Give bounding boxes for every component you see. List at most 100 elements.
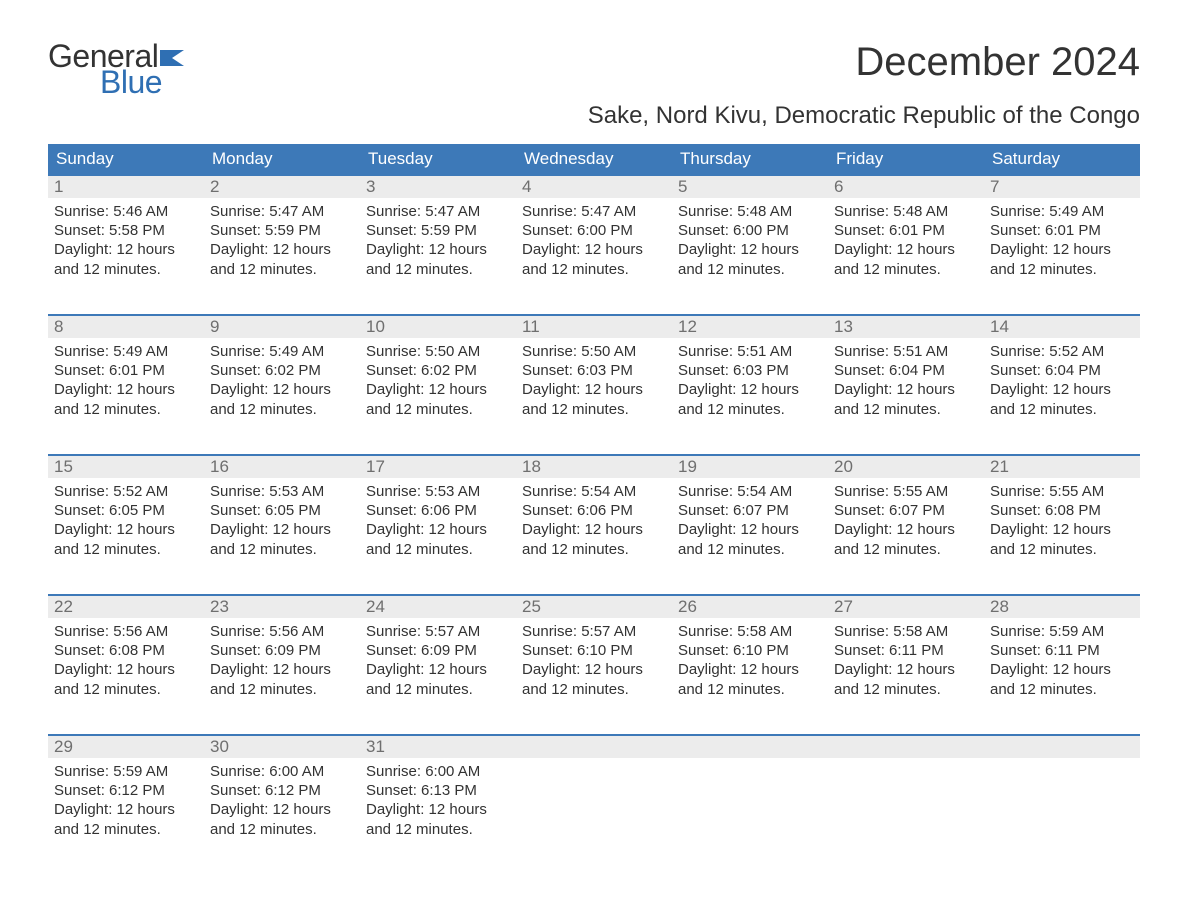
calendar-day: 8Sunrise: 5:49 AMSunset: 6:01 PMDaylight… <box>48 316 204 438</box>
sunrise-line: Sunrise: 5:51 AM <box>834 342 978 361</box>
sunrise-line: Sunrise: 5:51 AM <box>678 342 822 361</box>
calendar-day: 0 <box>672 736 828 858</box>
calendar-day: 21Sunrise: 5:55 AMSunset: 6:08 PMDayligh… <box>984 456 1140 578</box>
calendar-day: 11Sunrise: 5:50 AMSunset: 6:03 PMDayligh… <box>516 316 672 438</box>
sunset-line: Sunset: 6:00 PM <box>678 221 822 240</box>
day-details: Sunrise: 5:50 AMSunset: 6:02 PMDaylight:… <box>360 338 516 438</box>
daylight-line-2: and 12 minutes. <box>834 680 978 699</box>
day-number: 23 <box>204 596 360 618</box>
sunset-line: Sunset: 6:09 PM <box>366 641 510 660</box>
day-number: 31 <box>360 736 516 758</box>
sunset-line: Sunset: 6:05 PM <box>54 501 198 520</box>
calendar: SundayMondayTuesdayWednesdayThursdayFrid… <box>48 144 1140 858</box>
day-details: Sunrise: 5:49 AMSunset: 6:01 PMDaylight:… <box>984 198 1140 298</box>
sunset-line: Sunset: 6:02 PM <box>366 361 510 380</box>
sunrise-line: Sunrise: 5:55 AM <box>834 482 978 501</box>
day-details: Sunrise: 5:47 AMSunset: 5:59 PMDaylight:… <box>360 198 516 298</box>
sunrise-line: Sunrise: 6:00 AM <box>366 762 510 781</box>
daylight-line-2: and 12 minutes. <box>366 540 510 559</box>
sunrise-line: Sunrise: 5:49 AM <box>54 342 198 361</box>
sunset-line: Sunset: 6:13 PM <box>366 781 510 800</box>
page-title: December 2024 <box>855 40 1140 85</box>
daylight-line-1: Daylight: 12 hours <box>54 660 198 679</box>
daylight-line-1: Daylight: 12 hours <box>366 660 510 679</box>
sunset-line: Sunset: 6:01 PM <box>54 361 198 380</box>
day-details: Sunrise: 5:59 AMSunset: 6:12 PMDaylight:… <box>48 758 204 858</box>
sunrise-line: Sunrise: 5:58 AM <box>678 622 822 641</box>
weekday-header: Tuesday <box>360 144 516 174</box>
calendar-day: 31Sunrise: 6:00 AMSunset: 6:13 PMDayligh… <box>360 736 516 858</box>
sunrise-line: Sunrise: 5:59 AM <box>54 762 198 781</box>
daylight-line-1: Daylight: 12 hours <box>990 240 1134 259</box>
calendar-day: 13Sunrise: 5:51 AMSunset: 6:04 PMDayligh… <box>828 316 984 438</box>
day-details: Sunrise: 5:57 AMSunset: 6:09 PMDaylight:… <box>360 618 516 718</box>
calendar-day: 18Sunrise: 5:54 AMSunset: 6:06 PMDayligh… <box>516 456 672 578</box>
daylight-line-1: Daylight: 12 hours <box>834 520 978 539</box>
sunset-line: Sunset: 6:11 PM <box>990 641 1134 660</box>
daylight-line-2: and 12 minutes. <box>54 400 198 419</box>
daylight-line-1: Daylight: 12 hours <box>366 520 510 539</box>
calendar-week: 22Sunrise: 5:56 AMSunset: 6:08 PMDayligh… <box>48 594 1140 718</box>
day-number: 17 <box>360 456 516 478</box>
day-number: 29 <box>48 736 204 758</box>
daylight-line-1: Daylight: 12 hours <box>990 380 1134 399</box>
daylight-line-2: and 12 minutes. <box>366 820 510 839</box>
sunrise-line: Sunrise: 5:47 AM <box>522 202 666 221</box>
calendar-day: 12Sunrise: 5:51 AMSunset: 6:03 PMDayligh… <box>672 316 828 438</box>
daylight-line-2: and 12 minutes. <box>834 540 978 559</box>
weekday-header: Thursday <box>672 144 828 174</box>
daylight-line-2: and 12 minutes. <box>54 260 198 279</box>
day-details: Sunrise: 5:48 AMSunset: 6:00 PMDaylight:… <box>672 198 828 298</box>
daylight-line-2: and 12 minutes. <box>366 680 510 699</box>
sunset-line: Sunset: 6:04 PM <box>990 361 1134 380</box>
calendar-day: 0 <box>516 736 672 858</box>
daylight-line-1: Daylight: 12 hours <box>678 520 822 539</box>
sunset-line: Sunset: 6:07 PM <box>678 501 822 520</box>
sunrise-line: Sunrise: 5:55 AM <box>990 482 1134 501</box>
day-details: Sunrise: 5:49 AMSunset: 6:02 PMDaylight:… <box>204 338 360 438</box>
weekday-header: Wednesday <box>516 144 672 174</box>
sunset-line: Sunset: 6:10 PM <box>678 641 822 660</box>
daylight-line-1: Daylight: 12 hours <box>522 240 666 259</box>
daylight-line-1: Daylight: 12 hours <box>54 380 198 399</box>
weekday-header: Monday <box>204 144 360 174</box>
day-details: Sunrise: 6:00 AMSunset: 6:12 PMDaylight:… <box>204 758 360 858</box>
calendar-week: 1Sunrise: 5:46 AMSunset: 5:58 PMDaylight… <box>48 174 1140 298</box>
calendar-day: 30Sunrise: 6:00 AMSunset: 6:12 PMDayligh… <box>204 736 360 858</box>
sunrise-line: Sunrise: 5:56 AM <box>54 622 198 641</box>
day-number: 10 <box>360 316 516 338</box>
daylight-line-1: Daylight: 12 hours <box>834 240 978 259</box>
daylight-line-1: Daylight: 12 hours <box>834 660 978 679</box>
daylight-line-2: and 12 minutes. <box>522 680 666 699</box>
weekday-header: Friday <box>828 144 984 174</box>
daylight-line-1: Daylight: 12 hours <box>54 800 198 819</box>
calendar-day: 19Sunrise: 5:54 AMSunset: 6:07 PMDayligh… <box>672 456 828 578</box>
day-details: Sunrise: 5:53 AMSunset: 6:05 PMDaylight:… <box>204 478 360 578</box>
calendar-day: 6Sunrise: 5:48 AMSunset: 6:01 PMDaylight… <box>828 176 984 298</box>
calendar-day: 7Sunrise: 5:49 AMSunset: 6:01 PMDaylight… <box>984 176 1140 298</box>
day-details: Sunrise: 5:51 AMSunset: 6:04 PMDaylight:… <box>828 338 984 438</box>
day-details: Sunrise: 5:57 AMSunset: 6:10 PMDaylight:… <box>516 618 672 718</box>
weekday-header: Sunday <box>48 144 204 174</box>
sunset-line: Sunset: 6:12 PM <box>210 781 354 800</box>
sunset-line: Sunset: 6:10 PM <box>522 641 666 660</box>
day-number: 14 <box>984 316 1140 338</box>
calendar-day: 25Sunrise: 5:57 AMSunset: 6:10 PMDayligh… <box>516 596 672 718</box>
location-subtitle: Sake, Nord Kivu, Democratic Republic of … <box>48 102 1140 130</box>
calendar-week: 8Sunrise: 5:49 AMSunset: 6:01 PMDaylight… <box>48 314 1140 438</box>
daylight-line-1: Daylight: 12 hours <box>678 240 822 259</box>
day-number: 19 <box>672 456 828 478</box>
day-details: Sunrise: 5:49 AMSunset: 6:01 PMDaylight:… <box>48 338 204 438</box>
day-number: 24 <box>360 596 516 618</box>
day-number: 7 <box>984 176 1140 198</box>
day-number: 8 <box>48 316 204 338</box>
day-number: 1 <box>48 176 204 198</box>
calendar-day: 24Sunrise: 5:57 AMSunset: 6:09 PMDayligh… <box>360 596 516 718</box>
sunrise-line: Sunrise: 5:56 AM <box>210 622 354 641</box>
header: General Blue December 2024 <box>48 40 1140 98</box>
calendar-day: 10Sunrise: 5:50 AMSunset: 6:02 PMDayligh… <box>360 316 516 438</box>
calendar-day: 1Sunrise: 5:46 AMSunset: 5:58 PMDaylight… <box>48 176 204 298</box>
calendar-day: 29Sunrise: 5:59 AMSunset: 6:12 PMDayligh… <box>48 736 204 858</box>
daylight-line-2: and 12 minutes. <box>678 680 822 699</box>
day-details: Sunrise: 5:53 AMSunset: 6:06 PMDaylight:… <box>360 478 516 578</box>
